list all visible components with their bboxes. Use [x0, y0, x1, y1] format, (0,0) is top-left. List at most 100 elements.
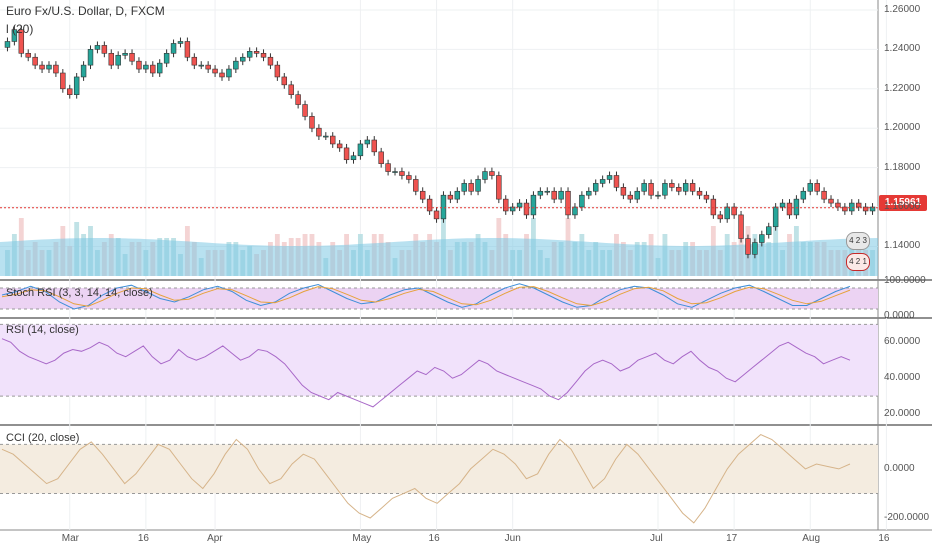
candle-body — [772, 206, 779, 228]
time-tick-label: Mar — [61, 533, 79, 544]
candle-body — [461, 183, 467, 192]
price-tick-label: 1.14000 — [884, 240, 921, 252]
candle-body — [620, 187, 627, 196]
candle-body — [406, 175, 412, 180]
candle-body — [288, 84, 294, 95]
candle-body — [170, 43, 177, 54]
candle-body — [849, 202, 855, 212]
candle-body — [592, 183, 599, 192]
time-tick-label: Jul — [650, 533, 663, 544]
candle-body — [25, 52, 31, 58]
stoch-rsi-title: Stoch RSI (3, 3, 14, 14, close) — [6, 287, 153, 299]
candle-body — [503, 198, 509, 212]
candle-body — [454, 190, 461, 200]
candle-body — [496, 175, 502, 200]
candle-body — [516, 202, 523, 208]
candle-body — [869, 206, 876, 212]
candle-body — [316, 127, 322, 137]
candle-body — [295, 94, 301, 105]
candle-body — [150, 64, 156, 74]
chart-title: Euro Fx/U.S. Dollar, D, FXCM — [6, 4, 165, 18]
candle-body — [129, 52, 135, 62]
event-badge[interactable]: 4 2 3 — [846, 232, 870, 250]
indicator-tick-label: 0.0000 — [884, 310, 915, 321]
candle-body — [669, 183, 675, 188]
time-tick-label: May — [352, 533, 372, 544]
candle-body — [814, 183, 820, 192]
candle-body — [399, 171, 405, 176]
indicator-band — [0, 444, 878, 494]
candle-body — [800, 190, 807, 200]
candle-body — [447, 194, 454, 200]
candle-body — [579, 194, 585, 208]
candle-body — [821, 190, 827, 200]
candle-body — [855, 202, 862, 208]
candle-body — [240, 56, 246, 62]
price-tick-label: 1.22000 — [884, 82, 921, 94]
candle-body — [696, 190, 703, 196]
candle-body — [136, 60, 142, 70]
price-tick-label: 1.20000 — [884, 122, 921, 134]
candle-body — [226, 68, 232, 78]
time-tick-label: Apr — [207, 533, 223, 544]
candle-body — [641, 183, 647, 192]
candle-body — [419, 190, 426, 200]
event-badge[interactable]: 4 2 1 — [846, 253, 870, 271]
candle-body — [731, 206, 737, 216]
candle-body — [115, 54, 121, 66]
candle-body — [212, 68, 218, 74]
candle-body — [219, 72, 225, 78]
rsi-title: RSI (14, close) — [6, 324, 79, 336]
candle-body — [530, 194, 537, 216]
indicator-tick-label: 100.0000 — [884, 275, 926, 286]
candle-body — [572, 206, 578, 216]
candle-body — [378, 151, 384, 164]
candle-body — [862, 206, 869, 212]
candle-body — [364, 139, 371, 145]
candle-body — [779, 202, 786, 208]
candle-body — [586, 190, 592, 196]
candle-body — [143, 64, 149, 70]
candle-body — [793, 198, 800, 216]
indicator-line — [1, 338, 851, 408]
candle-body — [246, 51, 253, 58]
candle-body — [558, 190, 564, 200]
candle-body — [440, 194, 447, 220]
candle-body — [156, 62, 163, 74]
candle-body — [752, 242, 758, 255]
indicator-band — [0, 324, 878, 397]
candle-body — [385, 163, 391, 172]
candle-body — [738, 214, 744, 239]
candle-body — [330, 135, 336, 145]
time-tick-label: Jun — [504, 533, 521, 544]
candle-body — [551, 190, 557, 200]
candle-body — [475, 179, 481, 192]
candle-body — [73, 76, 80, 95]
candle-body — [309, 116, 315, 129]
candle-body — [433, 210, 440, 220]
candle-body — [599, 179, 606, 184]
candle-body — [717, 214, 724, 220]
candle-body — [634, 190, 640, 200]
candle-body — [468, 183, 474, 192]
candle-body — [509, 206, 516, 212]
indicator-tick-label: 40.0000 — [884, 372, 921, 384]
candle-body — [676, 187, 682, 192]
candle-body — [191, 56, 198, 66]
candle-body — [828, 198, 834, 204]
last-price-tag: 1.15961 — [879, 195, 927, 211]
candle-body — [786, 202, 793, 216]
candle-body — [53, 64, 59, 74]
candle-body — [4, 41, 11, 48]
candle-body — [343, 147, 350, 161]
candle-body — [413, 179, 419, 192]
time-tick-label: 16 — [878, 533, 890, 544]
volume-label: l (20) — [6, 22, 34, 36]
candle-body — [710, 198, 717, 216]
candle-body — [426, 198, 433, 212]
candle-body — [606, 175, 613, 180]
candle-body — [544, 190, 550, 193]
candle-body — [613, 175, 620, 188]
indicator-tick-label: 0.0000 — [884, 462, 915, 474]
indicator-line — [1, 434, 851, 524]
